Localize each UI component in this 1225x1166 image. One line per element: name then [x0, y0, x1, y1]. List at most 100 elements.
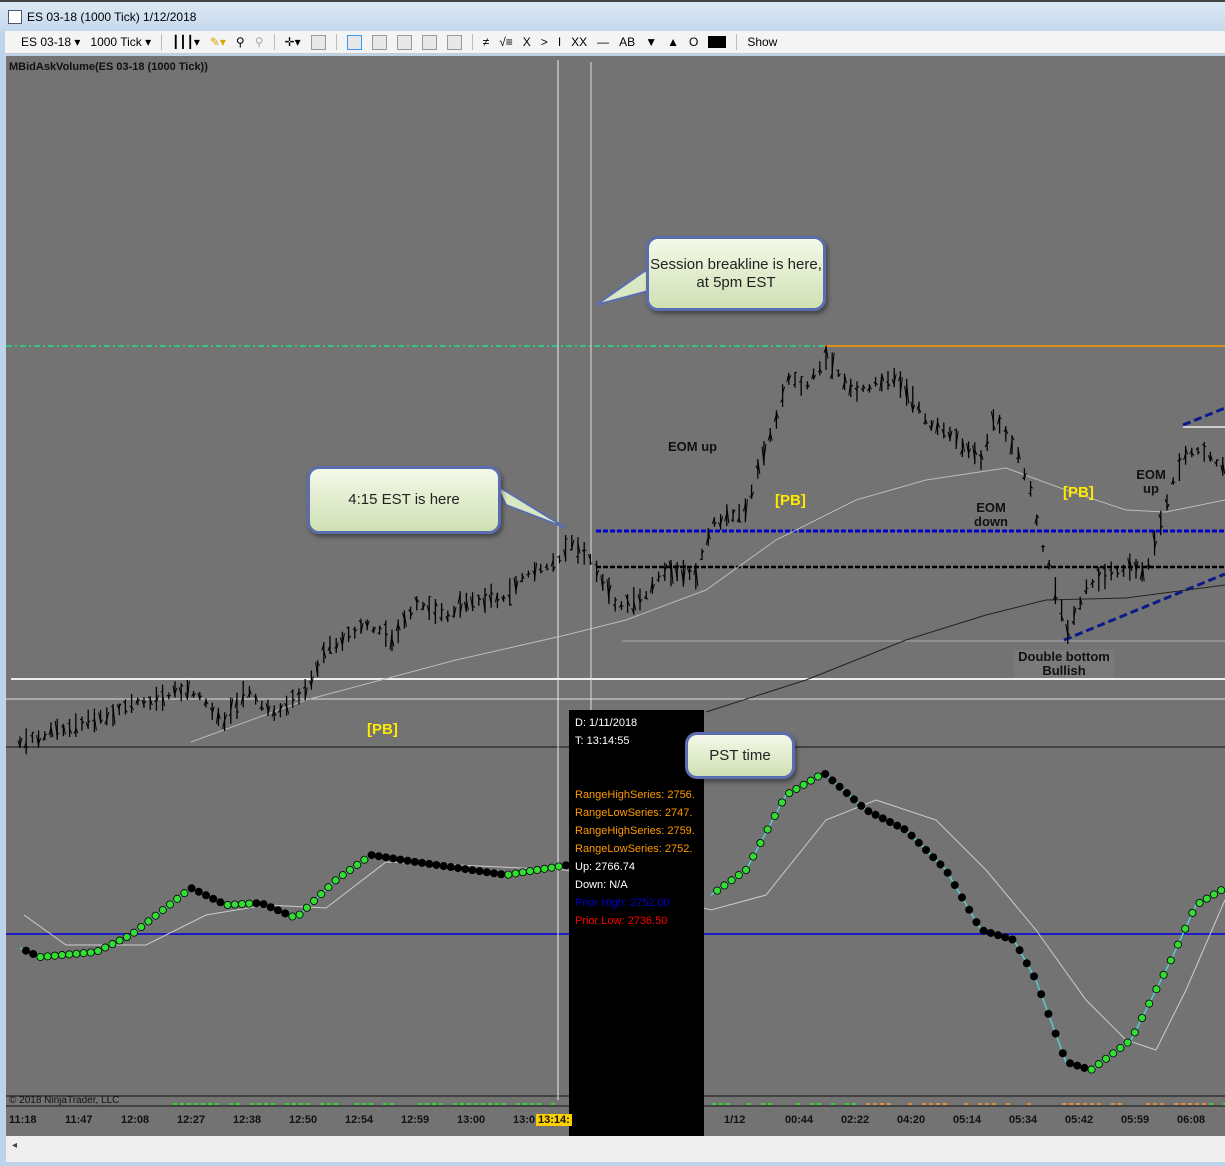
- oscillator-dot: [1066, 1059, 1075, 1068]
- bar-close-tick: [627, 600, 631, 607]
- bar-close-tick: [465, 599, 469, 611]
- bar-close-tick: [713, 521, 717, 526]
- bar-close-tick: [490, 591, 494, 595]
- strategy-icon[interactable]: [421, 34, 437, 50]
- oscillator-dot: [950, 881, 959, 890]
- toolbar-item[interactable]: >: [540, 35, 548, 49]
- oscillator-dot: [742, 866, 751, 875]
- bar-close-tick: [571, 539, 575, 550]
- zoom-in-icon[interactable]: ⚲: [235, 35, 245, 49]
- oscillator-dot: [1094, 1060, 1103, 1069]
- bar-open-tick: [711, 517, 715, 524]
- bar-open-tick: [277, 708, 281, 713]
- magnifier-icon[interactable]: [310, 34, 326, 50]
- oscillator-dot: [209, 894, 218, 903]
- bar-close-tick: [267, 705, 271, 715]
- bar-close-tick: [540, 570, 544, 574]
- toolbar-item[interactable]: ≠: [482, 35, 490, 49]
- time-tick: 13:14:: [536, 1114, 572, 1126]
- bar-open-tick: [618, 603, 622, 608]
- color-swatch-icon[interactable]: [708, 36, 727, 48]
- bar-open-tick: [718, 522, 722, 528]
- oscillator-dot: [540, 864, 549, 873]
- oscillator-dot: [1195, 898, 1204, 907]
- toolbar-item[interactable]: —: [597, 35, 610, 49]
- interval-dropdown[interactable]: 1000 Tick ▾: [90, 35, 152, 49]
- candlestick-icon[interactable]: [371, 34, 387, 50]
- oscillator-dot: [734, 871, 743, 880]
- zoom-out-icon[interactable]: ⚲: [254, 35, 264, 49]
- bar-close-tick: [1017, 449, 1021, 460]
- bar-open-tick: [916, 403, 920, 410]
- bar-open-tick: [228, 713, 232, 717]
- properties-icon[interactable]: [446, 34, 462, 50]
- bar-open-tick: [215, 709, 219, 724]
- tooltip-line: RangeLowSeries: 2747.: [575, 807, 693, 819]
- oscillator-dot: [1174, 940, 1183, 949]
- chart-trader-icon[interactable]: [346, 34, 362, 50]
- toolbar-item[interactable]: O: [688, 35, 699, 49]
- bar-open-tick: [848, 381, 852, 396]
- bar-open-tick: [327, 645, 331, 652]
- tooltip-line: Prior High: 2752.00: [575, 897, 670, 909]
- instrument-dropdown[interactable]: ES 03-18 ▾: [21, 35, 81, 49]
- bar-style-icon[interactable]: ┃┃┃▾: [172, 35, 200, 49]
- time-tick: 12:59: [401, 1114, 430, 1126]
- oscillator-dot: [187, 884, 196, 893]
- bar-close-tick: [775, 411, 779, 419]
- indicators-icon[interactable]: [396, 34, 412, 50]
- oscillator-dot: [309, 896, 318, 905]
- bar-close-tick: [478, 597, 482, 601]
- bar-close-tick: [360, 622, 364, 634]
- bar-open-tick: [649, 580, 653, 593]
- bar-open-tick: [873, 381, 876, 385]
- show-button[interactable]: Show: [747, 35, 778, 49]
- crosshair-icon[interactable]: ✛▾: [284, 35, 301, 49]
- bar-open-tick: [1003, 428, 1007, 433]
- time-tick: 12:38: [233, 1114, 262, 1126]
- toolbar-item[interactable]: XX: [571, 35, 588, 49]
- bar-open-tick: [17, 740, 21, 748]
- toolbar-item[interactable]: AB: [619, 35, 636, 49]
- horizontal-scrollbar[interactable]: ◂: [6, 1136, 1225, 1162]
- bar-close-tick: [1129, 559, 1133, 572]
- bar-close-tick: [819, 368, 823, 374]
- bar-close-tick: [763, 443, 767, 459]
- oscillator-dot: [396, 855, 405, 864]
- scroll-left-icon[interactable]: ◂: [12, 1140, 18, 1151]
- bar-close-tick: [1209, 454, 1213, 461]
- toolbar-item[interactable]: √≡: [499, 35, 513, 49]
- bar-open-tick: [668, 560, 672, 571]
- oscillator-dot: [504, 870, 513, 879]
- bar-close-tick: [831, 352, 835, 372]
- oscillator-line: [710, 772, 1225, 1071]
- toolbar-item[interactable]: I: [557, 35, 562, 49]
- bar-close-tick: [521, 574, 525, 580]
- pencil-icon[interactable]: ✎▾: [209, 35, 226, 49]
- bar-close-tick: [1086, 587, 1089, 589]
- bar-close-tick: [621, 605, 624, 608]
- oscillator-dot: [381, 853, 390, 862]
- oscillator-dot: [230, 900, 239, 909]
- bar-open-tick: [1121, 568, 1125, 573]
- toolbar-item[interactable]: ▼: [645, 35, 658, 49]
- oscillator-dot: [1051, 1029, 1060, 1038]
- oscillator-dot: [374, 852, 383, 861]
- oscillator-dot: [36, 952, 45, 961]
- bar-open-tick: [383, 623, 387, 626]
- bar-close-tick: [1154, 540, 1158, 549]
- bar-open-tick: [656, 579, 659, 582]
- toolbar-item[interactable]: ▲: [667, 35, 679, 49]
- toolbar-item[interactable]: X: [522, 35, 531, 49]
- oscillator-dot: [756, 839, 765, 848]
- oscillator-dot: [792, 784, 801, 793]
- bar-open-tick: [947, 431, 951, 440]
- bar-close-tick: [856, 385, 860, 389]
- trend-line: [1182, 406, 1225, 427]
- chart-panel[interactable]: MBidAskVolume(ES 03-18 (1000 Tick)) EOM …: [6, 56, 1225, 1162]
- oscillator-dot: [842, 789, 851, 798]
- bar-close-tick: [875, 382, 878, 386]
- bar-open-tick: [904, 385, 908, 399]
- bar-close-tick: [980, 452, 984, 460]
- bar-close-tick: [515, 580, 519, 591]
